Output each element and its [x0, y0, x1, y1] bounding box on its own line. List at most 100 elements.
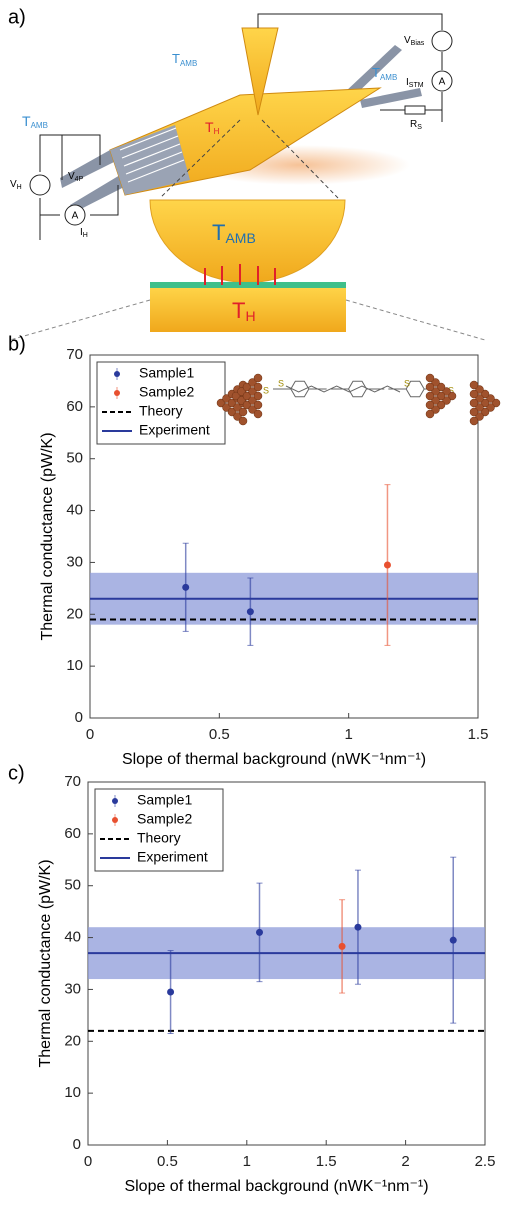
gold-atom [216, 398, 226, 408]
label-sub: AMB [225, 230, 255, 246]
gold-atom [425, 409, 435, 419]
gold-atom [253, 391, 263, 401]
gold-atom [425, 400, 435, 410]
y-tick-label: 50 [64, 877, 81, 894]
data-point [354, 923, 362, 931]
gold-atom [480, 389, 490, 399]
serpentine [110, 125, 190, 195]
gold-atom [436, 400, 446, 410]
heat-arrow [204, 264, 276, 285]
y-tick-label: 10 [66, 657, 83, 674]
meter-symbol: A [72, 211, 79, 222]
gold-atom [480, 407, 490, 417]
y-tick-label: 10 [64, 1084, 81, 1101]
y-tick-label: 30 [66, 553, 83, 570]
voltage-source [29, 174, 51, 196]
x-tick-label: 0.5 [157, 1153, 178, 1170]
gold-atom [475, 403, 484, 412]
atom-label: S [404, 378, 410, 388]
label-main: V [68, 171, 75, 182]
legend-label: Sample1 [137, 792, 192, 808]
label-main: T [212, 220, 225, 245]
gold-atom [475, 412, 484, 421]
label-sub: H [17, 184, 22, 191]
lead [345, 45, 422, 108]
gold-atom [442, 387, 451, 396]
label-sub: H [245, 308, 255, 324]
atom-label: S [448, 385, 454, 395]
gold-atom [237, 396, 246, 405]
label-sub: AMB [180, 59, 197, 68]
panel-label: a) [8, 6, 26, 28]
x-tick-label: 0 [86, 726, 94, 743]
gold-atom [253, 382, 263, 392]
gold-atom [253, 373, 263, 383]
atom-label: S [263, 385, 269, 395]
label-main: R [410, 119, 417, 130]
schematic-label: TAMB [22, 113, 48, 130]
label-sub: H [83, 232, 88, 239]
gold-atom [222, 403, 231, 412]
gold-atom [242, 400, 252, 410]
gold-atom [491, 398, 501, 408]
gold-atom [469, 380, 479, 390]
label-main: T [22, 113, 31, 129]
data-point [167, 988, 175, 996]
gold-atom [425, 373, 435, 383]
gold-atom [227, 398, 237, 408]
label-main: V [404, 35, 411, 46]
legend-swatch [112, 817, 118, 823]
label-sub: AMB [31, 121, 48, 130]
legend-swatch [114, 390, 120, 396]
gold-atom [248, 396, 257, 405]
gold-atom [469, 416, 479, 426]
gold-atom [425, 382, 435, 392]
data-point [246, 608, 254, 616]
schematic-label: ISTM [406, 77, 424, 89]
label-main: T [232, 298, 245, 323]
gold-atom [431, 405, 440, 414]
data-point [449, 936, 457, 944]
gold-atom [227, 407, 237, 417]
schematic-label: TAMB [172, 51, 197, 68]
label-sub: AMB [380, 73, 397, 82]
zoom-molecule-layer [150, 282, 346, 288]
gold-atom [442, 396, 451, 405]
x-tick-label: 0 [84, 1153, 92, 1170]
label-main: I [80, 227, 83, 238]
meter-symbol: A [439, 77, 446, 88]
gold-atom [469, 398, 479, 408]
x-tick-label: 1.5 [468, 726, 489, 743]
panel-label: c) [8, 762, 25, 784]
gold-atom [431, 378, 440, 387]
label-sub: S [417, 124, 422, 131]
legend-label: Theory [137, 830, 181, 846]
gold-atom [233, 403, 242, 412]
legend-label: Theory [139, 403, 183, 419]
schematic-label: VBias [404, 35, 425, 47]
legend-label: Sample1 [139, 365, 194, 381]
gold-atom [475, 385, 484, 394]
data-point [256, 928, 264, 936]
y-tick-label: 0 [73, 1136, 81, 1153]
gold-atom [480, 398, 490, 408]
label-main: V [10, 179, 17, 190]
y-tick-label: 20 [66, 605, 83, 622]
alkane-chain [285, 385, 401, 393]
y-tick-label: 70 [64, 773, 81, 790]
gold-atom [486, 403, 495, 412]
y-tick-label: 50 [66, 450, 83, 467]
gold-atom [233, 412, 242, 421]
schematic-label: RS [410, 119, 422, 131]
data-point [338, 942, 346, 950]
y-tick-label: 20 [64, 1032, 81, 1049]
y-tick-label: 70 [66, 346, 83, 363]
schematic-label: TAMB [372, 65, 397, 82]
y-tick-label: 40 [64, 929, 81, 946]
y-tick-label: 60 [66, 398, 83, 415]
atom-label: S [278, 378, 284, 388]
gold-atom [222, 394, 231, 403]
circuit-wire [39, 134, 119, 240]
label-sub: H [214, 127, 220, 136]
